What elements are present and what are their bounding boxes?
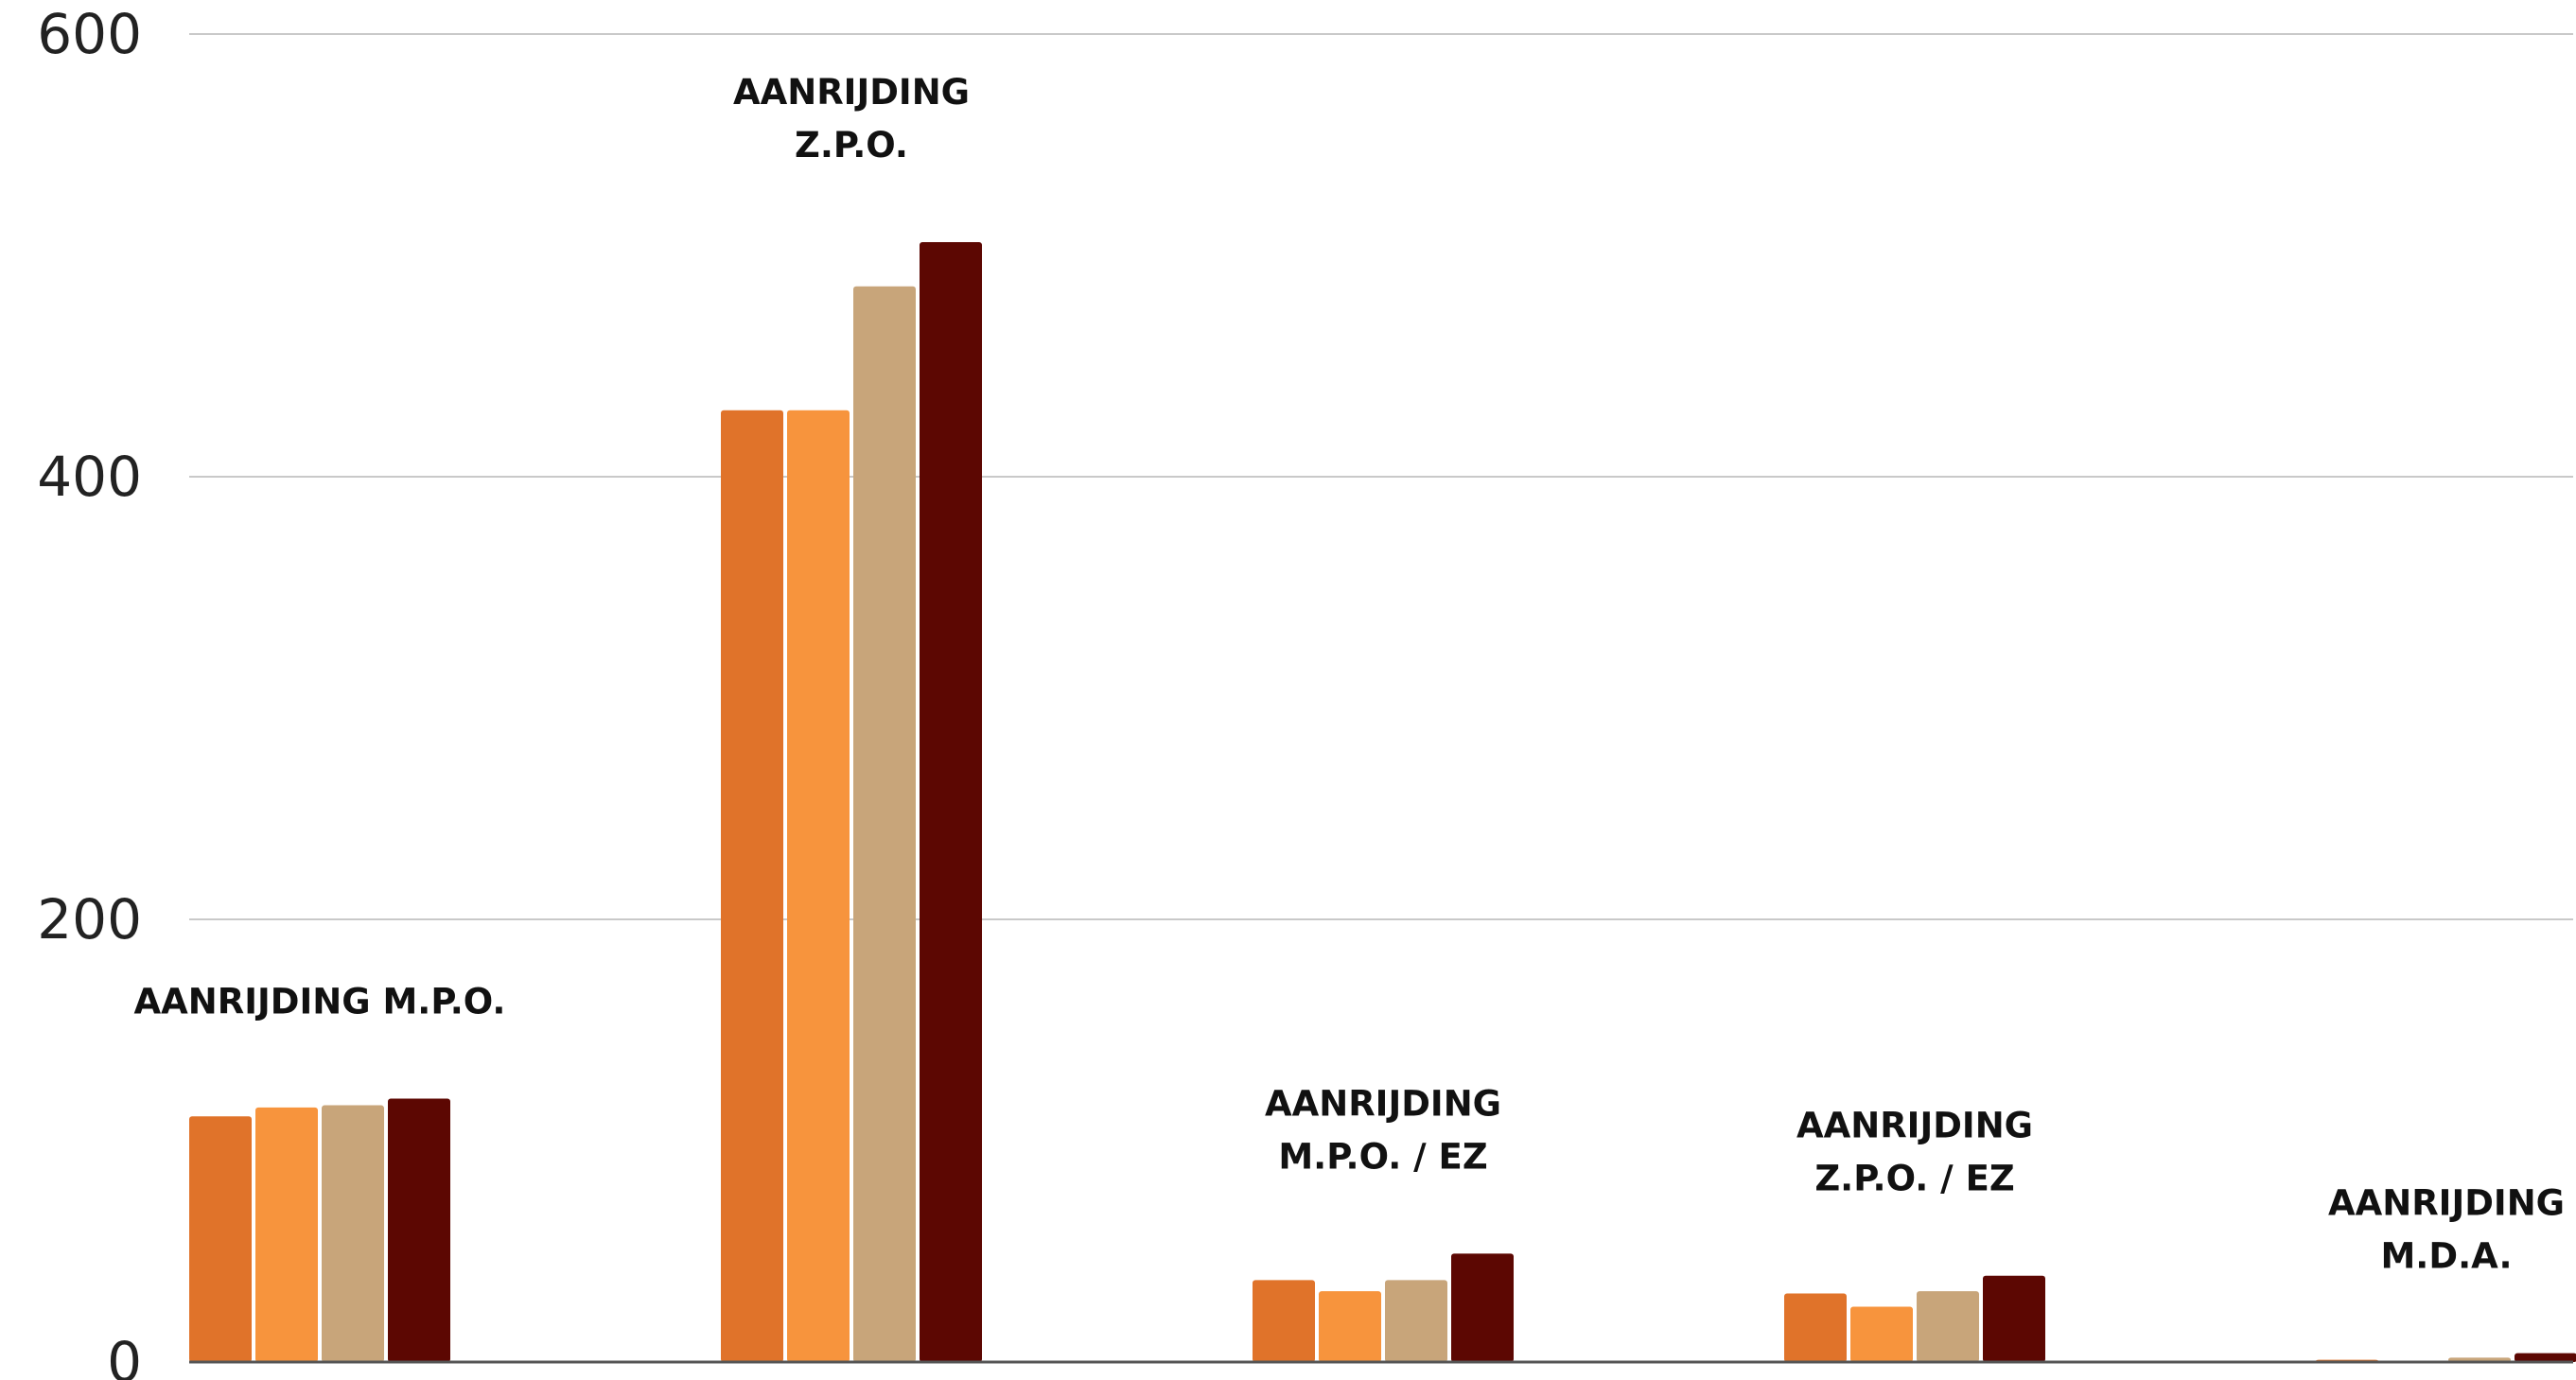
bar <box>721 410 783 1362</box>
bar <box>388 1098 450 1362</box>
y-tick-label: 200 <box>37 887 142 952</box>
gridlines <box>189 33 2573 920</box>
y-tick-label: 600 <box>37 2 142 66</box>
category-label: AANRIJDING M.P.O. <box>134 982 506 1022</box>
y-tick-label: 400 <box>37 445 142 509</box>
category-label: M.D.A. <box>2380 1236 2512 1277</box>
category-label: Z.P.O. / EZ <box>1814 1159 2014 1199</box>
bar <box>853 286 916 1362</box>
y-axis-ticks: 0 200 400 600 <box>37 2 142 1380</box>
bar <box>1319 1291 1381 1362</box>
bar <box>787 410 850 1362</box>
category-label: AANRIJDING <box>733 72 970 113</box>
category-label: AANRIJDING <box>2328 1183 2565 1224</box>
bar <box>2515 1353 2576 1362</box>
category-label: M.P.O. / EZ <box>1278 1136 1487 1177</box>
bar <box>1451 1253 1514 1362</box>
bar <box>1253 1280 1315 1362</box>
bar <box>189 1116 252 1362</box>
category-label: AANRIJDING <box>1265 1083 1501 1124</box>
bar <box>1385 1280 1447 1362</box>
bar <box>255 1107 318 1362</box>
y-tick-label: 0 <box>107 1330 142 1380</box>
bars <box>189 241 2576 1363</box>
bar <box>322 1105 384 1362</box>
category-label: AANRIJDING <box>1796 1106 2033 1146</box>
bar <box>1983 1275 2045 1362</box>
bar <box>1850 1306 1913 1362</box>
bar <box>1917 1291 1979 1362</box>
category-label: Z.P.O. <box>795 125 908 166</box>
category-labels: AANRIJDING M.P.O. AANRIJDING Z.P.O. AANRIJD… <box>134 72 2566 1277</box>
bar <box>920 241 982 1363</box>
bar <box>1784 1293 1847 1362</box>
